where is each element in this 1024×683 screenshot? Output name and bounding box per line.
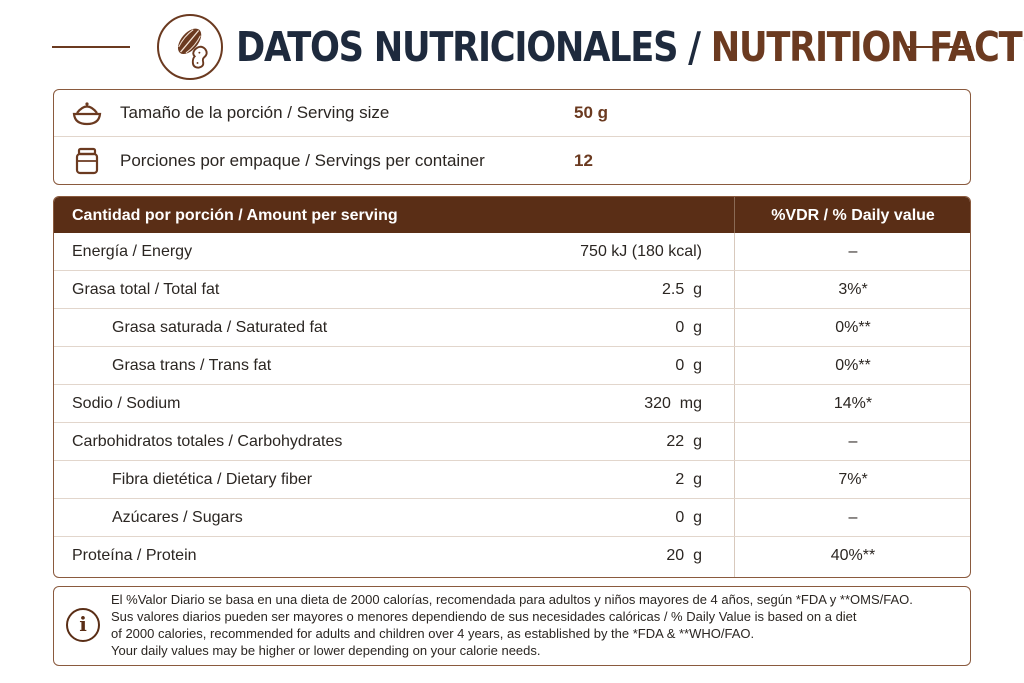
nutrient-name: Azúcares / Sugars	[112, 509, 243, 526]
header-daily-value: %VDR / % Daily value	[771, 207, 935, 224]
table-row: Proteína / Protein 20 g 40%**	[54, 537, 970, 575]
nutrient-amount: 22 g	[666, 433, 702, 450]
nutrient-name: Proteína / Protein	[72, 547, 197, 564]
serving-size-row: Tamaño de la porción / Serving size 50 g	[54, 90, 970, 137]
table-row: Carbohidratos totales / Carbohydrates 22 …	[54, 423, 970, 461]
title-es: DATOS NUTRICIONALES	[236, 23, 678, 71]
table-header: Cantidad por porción / Amount per servin…	[54, 197, 970, 233]
nutrient-amount: 0 g	[675, 357, 702, 374]
nutrient-name: Grasa trans / Trans fat	[112, 357, 272, 374]
footnote-text: El %Valor Diario se basa en una dieta de…	[111, 591, 961, 659]
nutrient-amount: 2.5 g	[661, 281, 702, 298]
nutrient-name: Energía / Energy	[72, 243, 193, 260]
servings-per-container-row: Porciones por empaque / Servings per con…	[54, 137, 970, 184]
serving-size-value: 50 g	[574, 103, 609, 122]
column-divider	[734, 197, 735, 577]
nutrient-daily-value: 0%**	[835, 319, 871, 336]
footnote-line: El %Valor Diario se basa en una dieta de…	[111, 592, 913, 607]
serving-info: Tamaño de la porción / Serving size 50 g…	[53, 89, 971, 185]
table-row: Azúcares / Sugars 0 g –	[54, 499, 970, 537]
page-title: DATOS NUTRICIONALES / NUTRITION FACTS	[236, 20, 1024, 74]
nutrient-name: Grasa total / Total fat	[72, 281, 220, 298]
nutrient-daily-value: 7%*	[838, 471, 868, 488]
nutrition-table: Cantidad por porción / Amount per servin…	[53, 196, 971, 578]
nutrient-daily-value: –	[848, 509, 858, 526]
header-rule-right	[905, 46, 971, 48]
nutrient-daily-value: –	[848, 243, 858, 260]
nutrient-amount: 0 g	[675, 509, 702, 526]
nutrient-amount: 20 g	[666, 547, 702, 564]
header: DATOS NUTRICIONALES / NUTRITION FACTS	[0, 12, 1024, 82]
footnote-line: of 2000 calories, recommended for adults…	[111, 626, 755, 641]
nutrient-amount: 320 mg	[644, 395, 702, 412]
table-row: Grasa saturada / Saturated fat 0 g 0%**	[54, 309, 970, 347]
nutrient-daily-value: –	[848, 433, 858, 450]
header-rule-left	[52, 46, 130, 48]
bowl-icon	[70, 96, 104, 130]
footnote-line: Your daily values may be higher or lower…	[111, 643, 541, 658]
header-column-divider	[734, 197, 735, 233]
info-icon: i	[66, 608, 100, 642]
cacao-peanut-icon	[157, 14, 223, 80]
footnote-line: Sus valores diarios pueden ser mayores o…	[111, 609, 857, 624]
serving-size-label: Tamaño de la porción / Serving size	[120, 103, 390, 122]
servings-per-container-label: Porciones por empaque / Servings per con…	[120, 150, 485, 170]
header-amount: Cantidad por porción / Amount per servin…	[72, 207, 398, 224]
jar-icon	[70, 144, 104, 178]
nutrient-daily-value: 0%**	[835, 357, 871, 374]
nutrient-name: Grasa saturada / Saturated fat	[112, 319, 328, 336]
nutrient-amount: 2 g	[675, 471, 702, 488]
nutrient-daily-value: 40%**	[830, 547, 876, 564]
nutrient-daily-value: 3%*	[838, 281, 868, 298]
footnote: i El %Valor Diario se basa en una dieta …	[53, 586, 971, 666]
table-row: Fibra dietética / Dietary fiber 2 g 7%*	[54, 461, 970, 499]
servings-per-container-value: 12	[574, 150, 593, 170]
title-en: NUTRITION FACTS	[710, 23, 1024, 71]
nutrient-name: Fibra dietética / Dietary fiber	[112, 471, 313, 488]
title-separator: /	[688, 23, 701, 71]
nutrient-name: Carbohidratos totales / Carbohydrates	[72, 433, 343, 450]
nutrient-name: Sodio / Sodium	[72, 395, 181, 412]
nutrient-amount: 0 g	[675, 319, 702, 336]
table-row: Grasa trans / Trans fat 0 g 0%**	[54, 347, 970, 385]
nutrient-amount: 750 kJ (180 kcal)	[580, 243, 702, 260]
nutrient-daily-value: 14%*	[833, 395, 873, 412]
table-row: Sodio / Sodium 320 mg 14%*	[54, 385, 970, 423]
table-row: Grasa total / Total fat 2.5 g 3%*	[54, 271, 970, 309]
table-row: Energía / Energy 750 kJ (180 kcal) –	[54, 233, 970, 271]
